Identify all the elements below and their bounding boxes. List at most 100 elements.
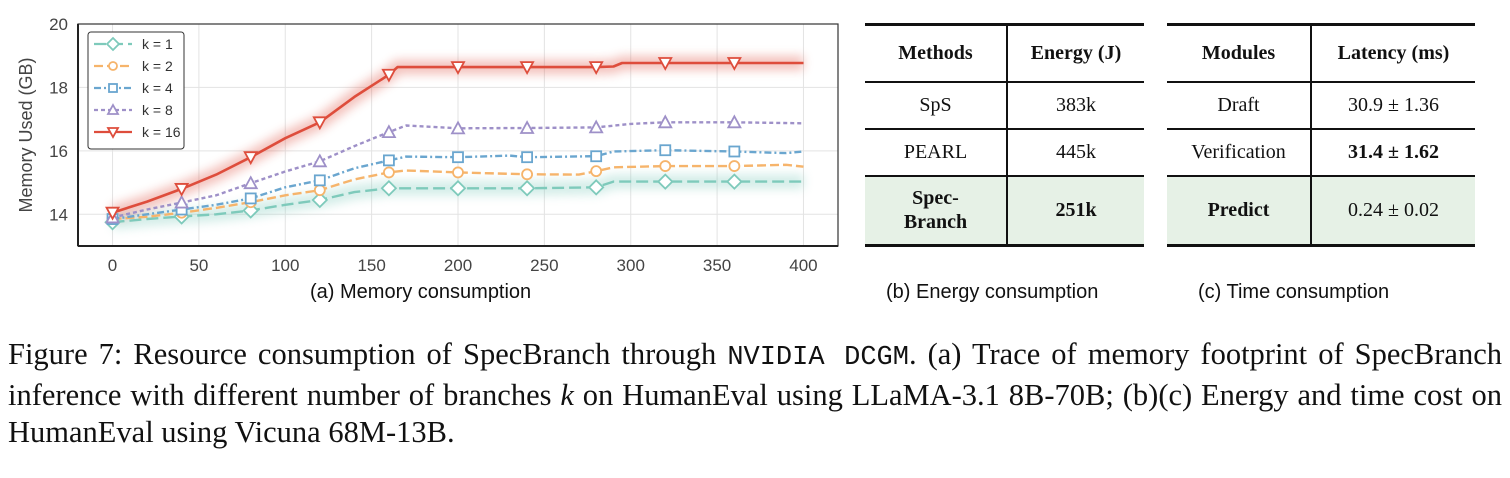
y-tick-label: 14	[49, 205, 68, 224]
diamond-marker	[587, 179, 605, 196]
header-methods: Methods	[865, 24, 1008, 82]
caption-text-2: . (a) Trace of memory footprint of SpecB…	[8, 337, 1502, 412]
energy-cell: 251k	[1007, 175, 1144, 246]
diamond-marker	[518, 180, 536, 197]
legend-label: k = 8	[142, 102, 173, 118]
x-tick-label: 300	[617, 256, 645, 275]
header-modules: Modules	[1167, 24, 1312, 82]
energy-table: Methods Energy (J) SpS 383k PEARL 445k S…	[865, 23, 1144, 247]
square-marker	[521, 151, 533, 164]
triangle-up-marker	[657, 114, 673, 129]
triangle-down-marker	[243, 151, 259, 166]
legend-label: k = 4	[142, 80, 173, 96]
x-tick-label: 200	[444, 256, 472, 275]
legend-label: k = 1	[142, 36, 173, 52]
table-row: PEARL 445k	[865, 128, 1144, 176]
triangle-down-marker	[726, 57, 742, 71]
diamond-marker	[726, 173, 743, 190]
caption-k-symbol: k	[560, 378, 574, 412]
legend-label: k = 16	[142, 124, 181, 140]
series-line	[112, 180, 804, 224]
figure-caption: Figure 7: Resource consumption of SpecBr…	[8, 336, 1502, 451]
triangle-down-marker	[174, 183, 190, 197]
x-tick-label: 400	[789, 256, 817, 275]
method-cell: SpS	[865, 81, 1008, 129]
x-tick-label: 250	[530, 256, 558, 275]
y-tick-label: 16	[49, 142, 68, 161]
x-tick-label: 0	[108, 256, 117, 275]
diamond-marker	[449, 180, 467, 197]
module-cell: Predict	[1167, 175, 1312, 246]
caption-text-1: Figure 7: Resource consumption of SpecBr…	[8, 337, 728, 371]
square-marker	[244, 192, 257, 205]
triangle-up-marker	[726, 114, 742, 129]
header-energy: Energy (J)	[1030, 41, 1122, 64]
circle-marker	[728, 160, 741, 172]
circle-marker	[659, 160, 672, 172]
x-tick-label: 50	[189, 256, 208, 275]
diamond-marker	[656, 173, 674, 190]
table-row: Draft 30.9 ± 1.36	[1167, 81, 1475, 129]
method-cell: Spec- Branch	[865, 175, 1008, 246]
subcaption-b: (b) Energy consumption	[886, 281, 1099, 303]
square-marker	[590, 150, 603, 163]
triangle-up-marker	[519, 120, 535, 134]
table-row: SpS 383k	[865, 81, 1144, 129]
triangle-down-marker	[657, 57, 673, 71]
circle-marker	[590, 165, 603, 178]
memory-chart: 0 50 100 150 200 250 300 350 400 14 16 18 20 Memory …	[16, 15, 839, 275]
tick-labels: 0 50 100 150 200 250 300 350 400 14 16 18 20	[49, 15, 818, 275]
series-line	[112, 163, 804, 221]
method-cell: PEARL	[865, 128, 1008, 176]
energy-cell: 383k	[1056, 93, 1096, 116]
latency-cell: 31.4 ± 1.62	[1348, 140, 1439, 163]
y-tick-label: 20	[49, 15, 68, 34]
time-table: Modules Latency (ms) Draft 30.9 ± 1.36 V…	[1167, 23, 1475, 247]
table-row-highlight: Predict 0.24 ± 0.02	[1167, 175, 1475, 246]
series-markers	[104, 57, 743, 231]
method-line-2: Branch	[903, 211, 968, 234]
circle-marker	[108, 61, 118, 71]
table-row: Verification 31.4 ± 1.62	[1167, 128, 1475, 176]
time-table-header: Modules Latency (ms)	[1167, 24, 1475, 82]
diamond-marker	[105, 36, 121, 52]
latency-cell: 30.9 ± 1.36	[1348, 93, 1439, 116]
triangle-down-marker	[312, 116, 328, 131]
triangle-down-marker	[588, 61, 604, 76]
caption-text-3: on HumanEval using LLaMA-3.1 8B-70B; (b)…	[8, 378, 1502, 449]
energy-table-header: Methods Energy (J)	[865, 24, 1144, 82]
triangle-up-marker	[174, 194, 190, 209]
x-tick-label: 100	[271, 256, 299, 275]
square-marker	[728, 145, 741, 158]
subcaption-c: (c) Time consumption	[1198, 281, 1390, 303]
legend-label: k = 2	[142, 58, 173, 74]
square-marker	[108, 83, 118, 93]
y-axis-label: Memory Used (GB)	[16, 57, 36, 212]
triangle-up-marker	[381, 124, 397, 139]
triangle-down-marker	[519, 61, 535, 76]
circle-marker	[383, 166, 395, 179]
triangle-up-marker	[450, 120, 466, 135]
circle-marker	[521, 168, 533, 181]
latency-cell: 0.24 ± 0.02	[1311, 175, 1475, 246]
triangle-up-marker	[243, 175, 259, 190]
circle-marker	[452, 166, 464, 179]
square-marker	[659, 144, 672, 157]
table-row-highlight: Spec- Branch 251k	[865, 175, 1144, 246]
triangle-up-marker	[106, 103, 120, 115]
square-marker	[313, 174, 326, 187]
header-latency: Latency (ms)	[1337, 41, 1450, 64]
diamond-marker	[380, 180, 398, 197]
method-line-1: Spec-	[912, 187, 959, 210]
legend: k = 1 k = 2 k = 4 k = 8 k = 16	[87, 31, 185, 150]
triangle-down-marker	[105, 206, 121, 221]
triangle-up-marker	[588, 119, 604, 134]
y-tick-label: 18	[49, 78, 68, 97]
diamond-marker	[311, 191, 329, 209]
circle-marker	[313, 184, 326, 197]
x-tick-label: 150	[357, 256, 385, 275]
triangle-down-marker	[450, 61, 466, 76]
square-marker	[383, 154, 395, 167]
triangle-down-marker	[381, 68, 397, 83]
triangle-down-marker	[106, 127, 120, 139]
